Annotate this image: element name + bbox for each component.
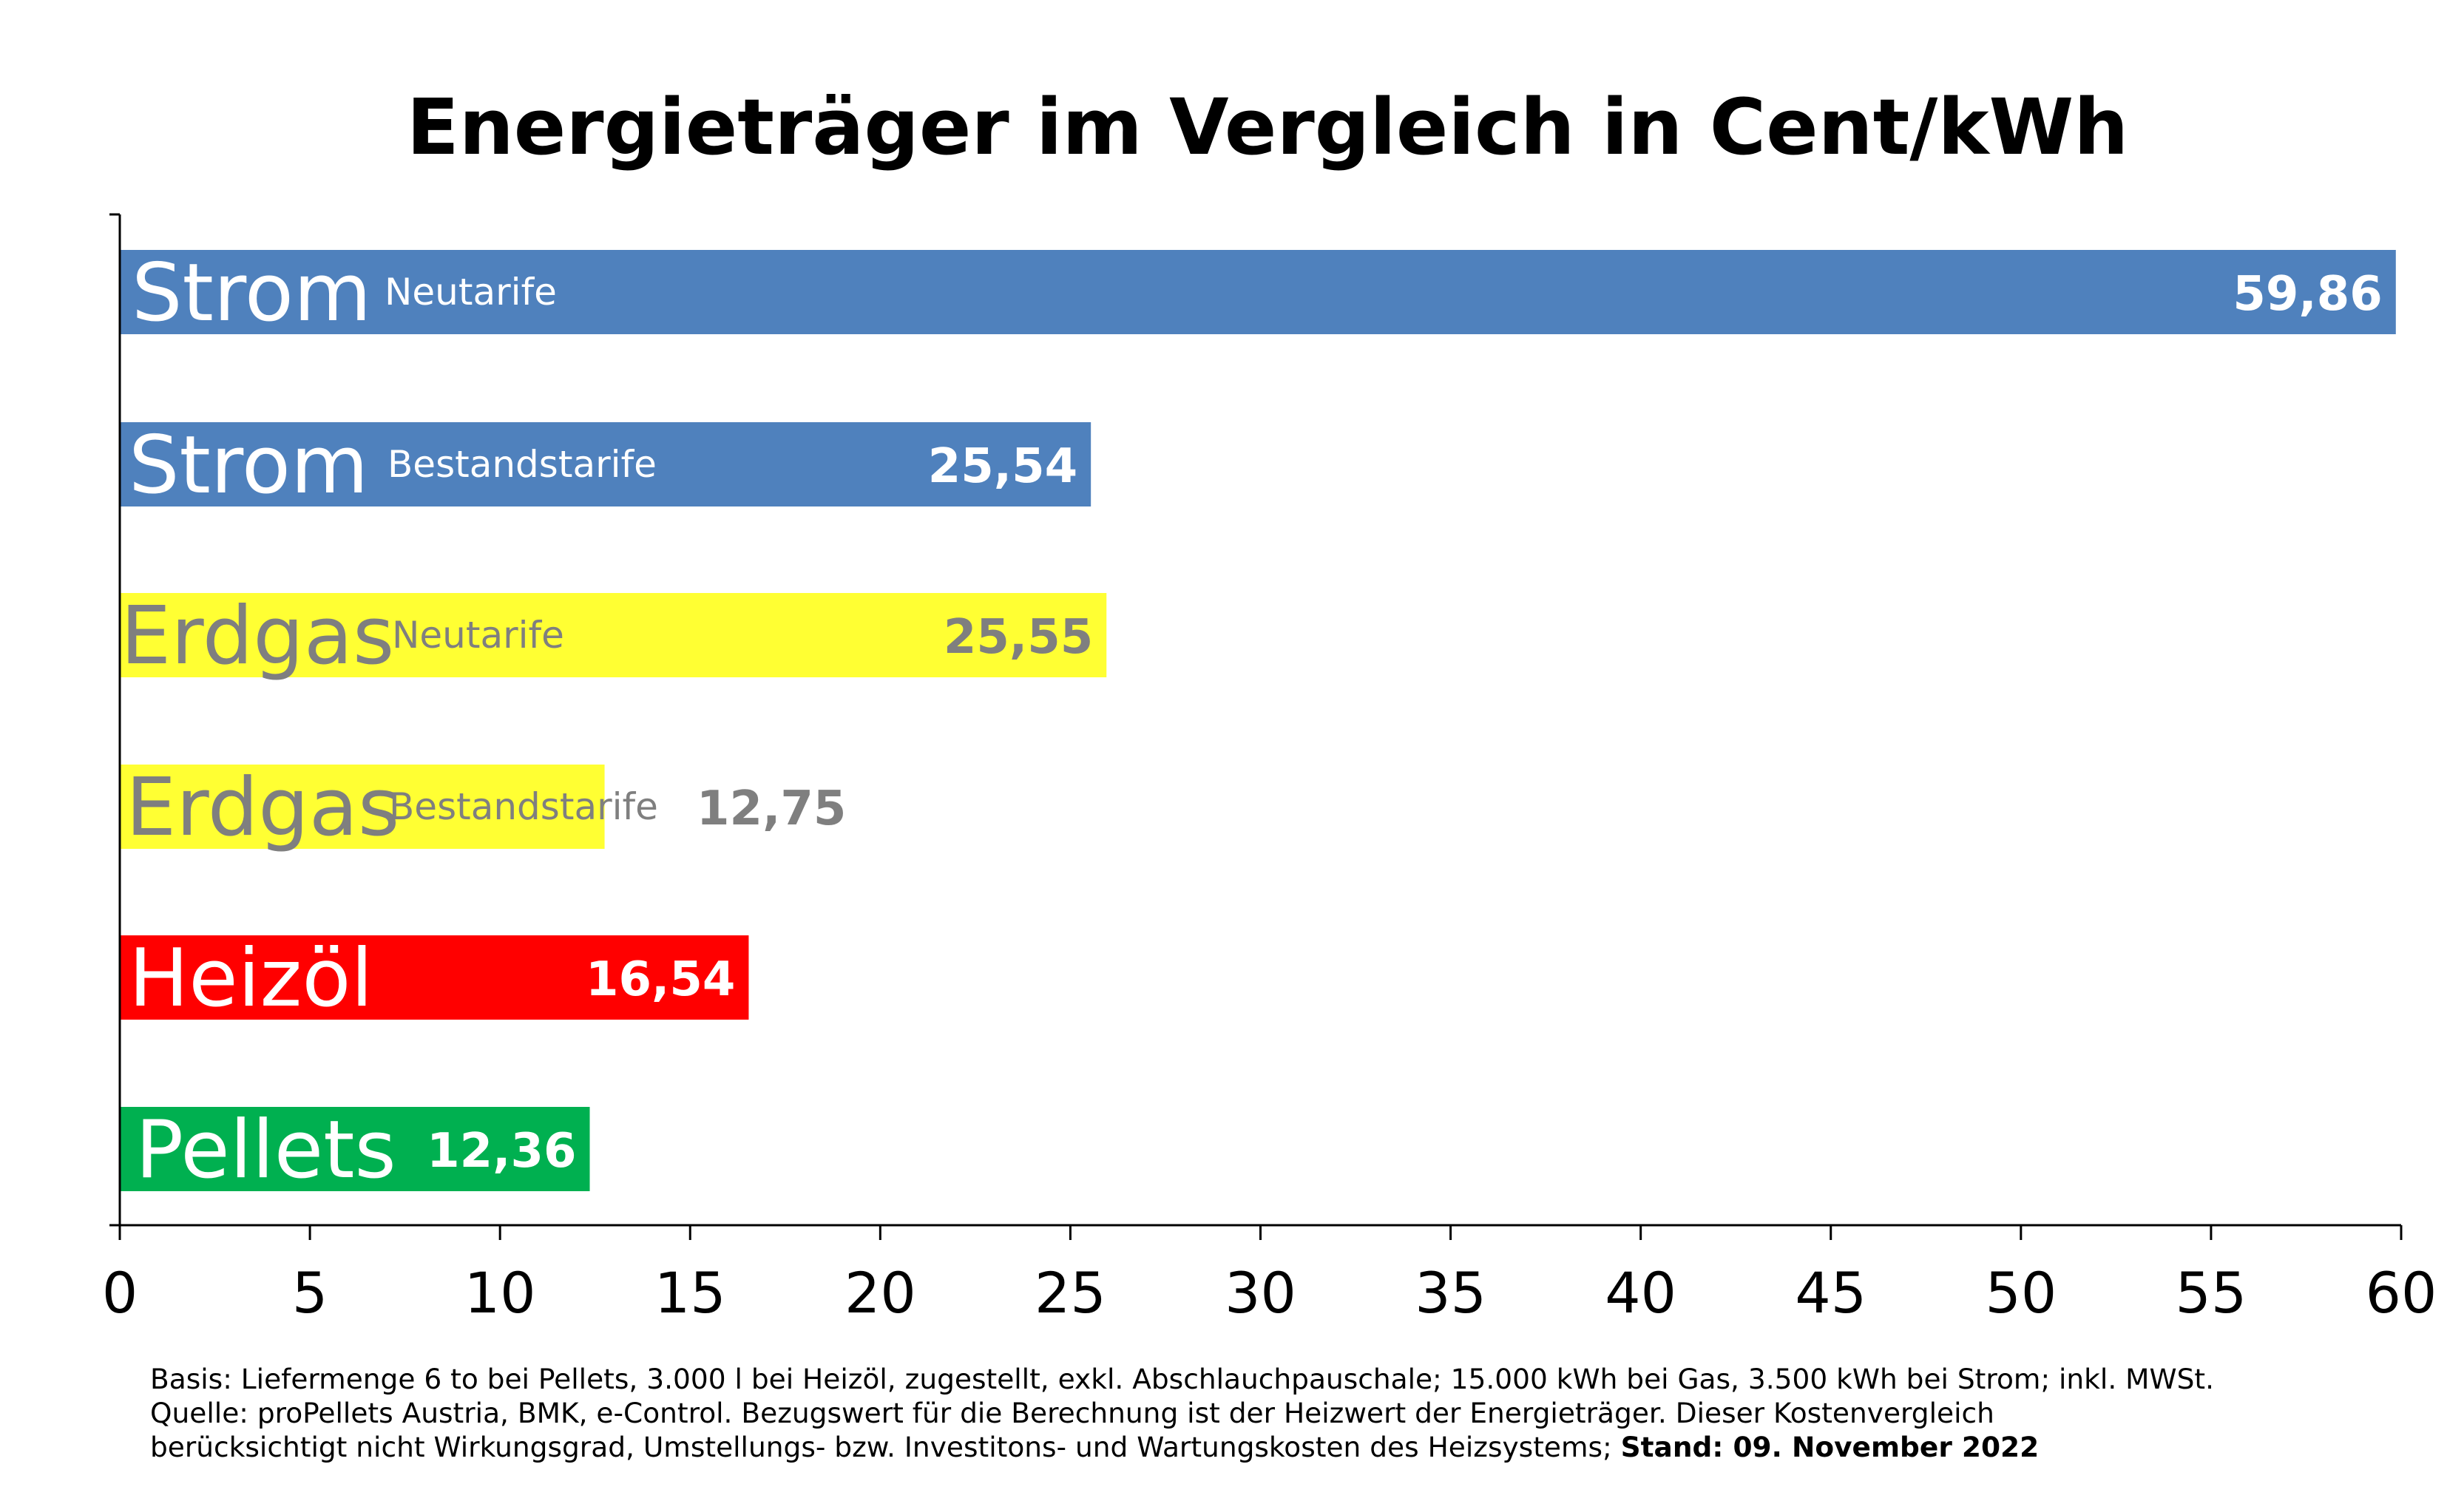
x-axis: 0 5 10 15 20 25 30 35 40 45 50 55 60	[102, 213, 2437, 1326]
footnote-line-2: Quelle: proPellets Austria, BMK, e-Contr…	[150, 1397, 1994, 1429]
bar-name-4: Erdgas	[126, 762, 399, 854]
bar-value-label-2: 25,54	[928, 439, 1077, 494]
x-tick-label-15: 15	[654, 1260, 726, 1326]
x-tick-label-45: 45	[1795, 1260, 1866, 1326]
footnote-line-3-text: berücksichtigt nicht Wirkungsgrad, Umste…	[150, 1431, 1621, 1463]
x-tick-label-25: 25	[1035, 1260, 1106, 1326]
x-tick-label-60: 60	[2366, 1260, 2437, 1326]
bar-name-6: Pellets	[135, 1104, 396, 1196]
x-tick-label-0: 0	[102, 1260, 138, 1326]
footnote-line-3: berücksichtigt nicht Wirkungsgrad, Umste…	[150, 1430, 2413, 1464]
bar-subtitle-3: Neutarife	[392, 614, 564, 657]
bar-value-label-6: 12,36	[427, 1124, 576, 1179]
bar-6	[120, 1107, 590, 1191]
chart-title: Energieträger im Vergleich in Cent/kWh	[407, 82, 2129, 172]
footnote-stand: Stand: 09. November 2022	[1620, 1431, 2040, 1463]
bar-value-label-1: 59,86	[2233, 267, 2382, 322]
footnote-line-1: Basis: Liefermenge 6 to bei Pellets, 3.0…	[150, 1363, 2215, 1395]
x-tick-label-40: 40	[1605, 1260, 1676, 1326]
x-tick-label-55: 55	[2176, 1260, 2247, 1326]
x-tick-label-50: 50	[1985, 1260, 2057, 1326]
bar-1	[120, 250, 2396, 334]
bar-name-2: Strom	[129, 419, 368, 512]
bar-name-5: Heizöl	[129, 932, 373, 1025]
bar-name-1: Strom	[132, 247, 371, 339]
bar-5	[120, 935, 749, 1020]
x-tick-label-20: 20	[845, 1260, 916, 1326]
x-tick-label-5: 5	[292, 1260, 328, 1326]
bar-name-3: Erdgas	[121, 590, 394, 682]
bar-subtitle-2: Bestandstarife	[387, 443, 657, 486]
bar-4	[120, 765, 605, 849]
bars-layer: Strom Neutarife 59,86 Strom Bestandstarife 25…	[120, 247, 2396, 1196]
footnote: Basis: Liefermenge 6 to bei Pellets, 3.0…	[150, 1362, 2413, 1464]
bar-value-label-3: 25,55	[944, 610, 1093, 665]
bar-3	[120, 593, 1107, 677]
bar-subtitle-1: Neutarife	[385, 271, 557, 314]
bar-value-label-5: 16,54	[586, 952, 735, 1007]
bar-value-label-4: 12,75	[697, 782, 846, 836]
bar-subtitle-4: Bestandstarife	[389, 785, 658, 828]
x-tick-label-10: 10	[464, 1260, 536, 1326]
bar-2	[120, 422, 1091, 506]
x-tick-label-35: 35	[1415, 1260, 1486, 1326]
x-tick-label-30: 30	[1225, 1260, 1296, 1326]
